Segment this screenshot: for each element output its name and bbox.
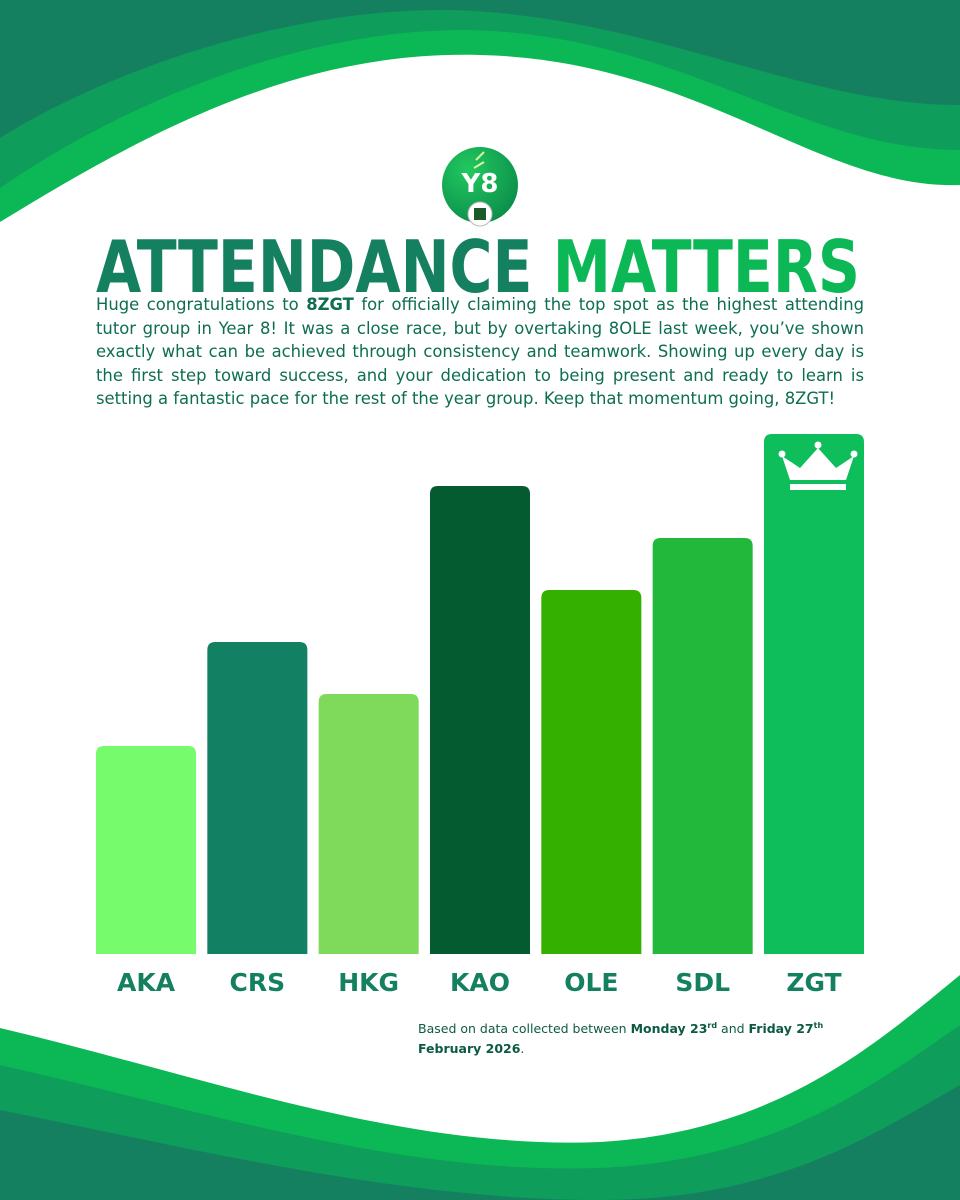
foot-run: Friday 27 (748, 1021, 814, 1037)
foot-run: th (813, 1021, 824, 1030)
foot-run: rd (707, 1021, 718, 1030)
title-part: ATTENDANCE (96, 225, 532, 309)
bar (96, 746, 197, 954)
logo-text: Y8 (461, 169, 499, 199)
logo-badge (442, 147, 518, 223)
bars: AKA CRS HKG KAO OLE SDL ZGT (96, 434, 864, 997)
body-text: Huge congratulations to 8ZGT for officia… (96, 293, 864, 411)
crown-jewel (850, 450, 858, 458)
wave (0, 1025, 960, 1200)
foot-run: Monday 23 (630, 1021, 708, 1037)
bar (429, 486, 531, 954)
foot-run: Based on data collected between (418, 1021, 631, 1037)
x-tick-label: OLE (564, 968, 618, 997)
footnote: Based on data collected between Monday 2… (418, 1016, 868, 1059)
x-tick-label: AKA (117, 968, 176, 997)
bar (652, 538, 753, 954)
x-tick-label: HKG (338, 968, 399, 997)
body-run: Huge congratulations to (96, 295, 307, 314)
title: ATTENDANCE MATTERS (96, 225, 860, 309)
foot-run: February 2026 (418, 1041, 521, 1057)
crown-jewel (778, 450, 786, 458)
foot-run: . (520, 1041, 525, 1057)
x-tick-label: ZGT (786, 968, 841, 997)
title-part: MATTERS (553, 225, 860, 309)
bar (318, 694, 419, 954)
x-tick-label: CRS (230, 968, 286, 997)
wave (0, 0, 960, 138)
bar (763, 434, 864, 954)
bar (541, 590, 642, 954)
crown (782, 448, 854, 490)
bar (207, 642, 308, 954)
x-tick-label: SDL (675, 968, 730, 997)
foot-run: and (717, 1021, 749, 1037)
crown-jewel (814, 441, 822, 449)
crest-shield (474, 208, 486, 220)
logo-flash (473, 151, 485, 169)
body-run: for officially claiming the top spot as … (96, 295, 864, 409)
wave (0, 1085, 960, 1200)
x-tick-label: KAO (450, 968, 510, 997)
body-run: 8ZGT (306, 295, 354, 314)
